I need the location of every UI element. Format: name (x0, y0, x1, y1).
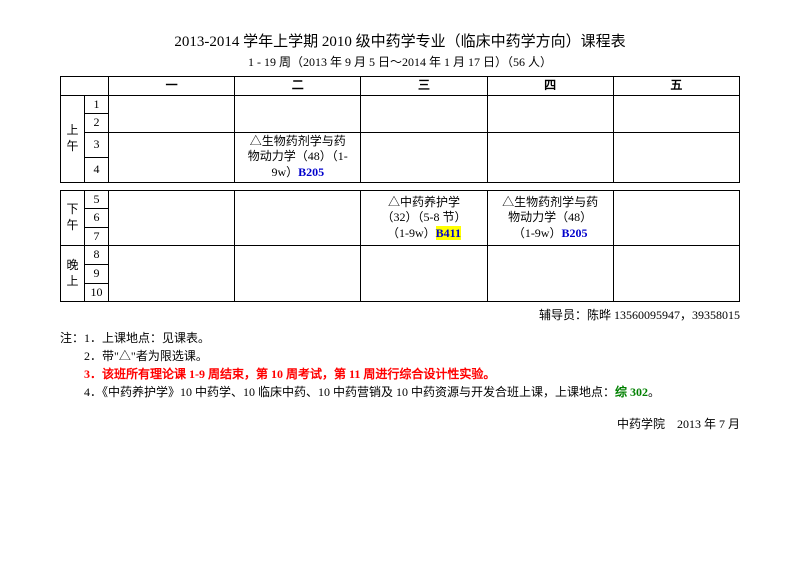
note-1: 1．上课地点：见课表。 (84, 331, 210, 345)
schedule-table: 一 二 三 四 五 上午 1 2 3 △生物药剂学与药 物动力学（48）（1- … (60, 76, 740, 302)
period-8: 8 (85, 246, 109, 265)
note-4a: 4．《中药养护学》10 中药学、10 临床中药、10 中药营销及 10 中药资源… (84, 385, 615, 399)
header-row: 一 二 三 四 五 (61, 77, 740, 96)
period-6: 6 (85, 209, 109, 228)
period-5: 5 (85, 190, 109, 209)
notes-prefix: 注： (60, 331, 84, 345)
session-evening: 晚上 (61, 246, 85, 302)
signature-line: 中药学院 2013 年 7 月 (60, 415, 740, 432)
gap-row (61, 182, 740, 190)
day-thu: 四 (487, 77, 613, 96)
notes-block: 注：1．上课地点：见课表。 2．带"△"者为限选课。 3．该班所有理论课 1-9… (60, 329, 740, 401)
period-4: 4 (85, 157, 109, 182)
day-fri: 五 (613, 77, 739, 96)
period-1: 1 (85, 95, 109, 114)
schedule-title: 2013-2014 学年上学期 2010 级中药学专业（临床中药学方向）课程表 (60, 30, 740, 51)
note-4b: 。 (648, 385, 660, 399)
cell-afternoon-wed: △中药养护学 （32）（5-8 节） （1-9w）B411 (361, 190, 487, 246)
period-7: 7 (85, 227, 109, 246)
period-3: 3 (85, 132, 109, 157)
day-wed: 三 (361, 77, 487, 96)
period-9: 9 (85, 264, 109, 283)
header-blank (61, 77, 109, 96)
period-10: 10 (85, 283, 109, 302)
schedule-subtitle: 1 - 19 周（2013 年 9 月 5 日～2014 年 1 月 17 日）… (60, 53, 740, 70)
day-tue: 二 (235, 77, 361, 96)
period-2: 2 (85, 114, 109, 133)
note-4-room: 综 302 (615, 385, 648, 399)
day-mon: 一 (109, 77, 235, 96)
session-afternoon: 下午 (61, 190, 85, 246)
cell-afternoon-thu: △生物药剂学与药 物动力学（48） （1-9w）B205 (487, 190, 613, 246)
note-3: 3．该班所有理论课 1-9 周结束，第 10 周考试，第 11 周进行综合设计性… (84, 367, 495, 381)
note-2: 2．带"△"者为限选课。 (84, 349, 208, 363)
session-morning: 上午 (61, 95, 85, 182)
cell-morning-tue: △生物药剂学与药 物动力学（48）（1- 9w）B205 (235, 132, 361, 182)
advisor-line: 辅导员：陈晔 13560095947，39358015 (60, 306, 740, 323)
